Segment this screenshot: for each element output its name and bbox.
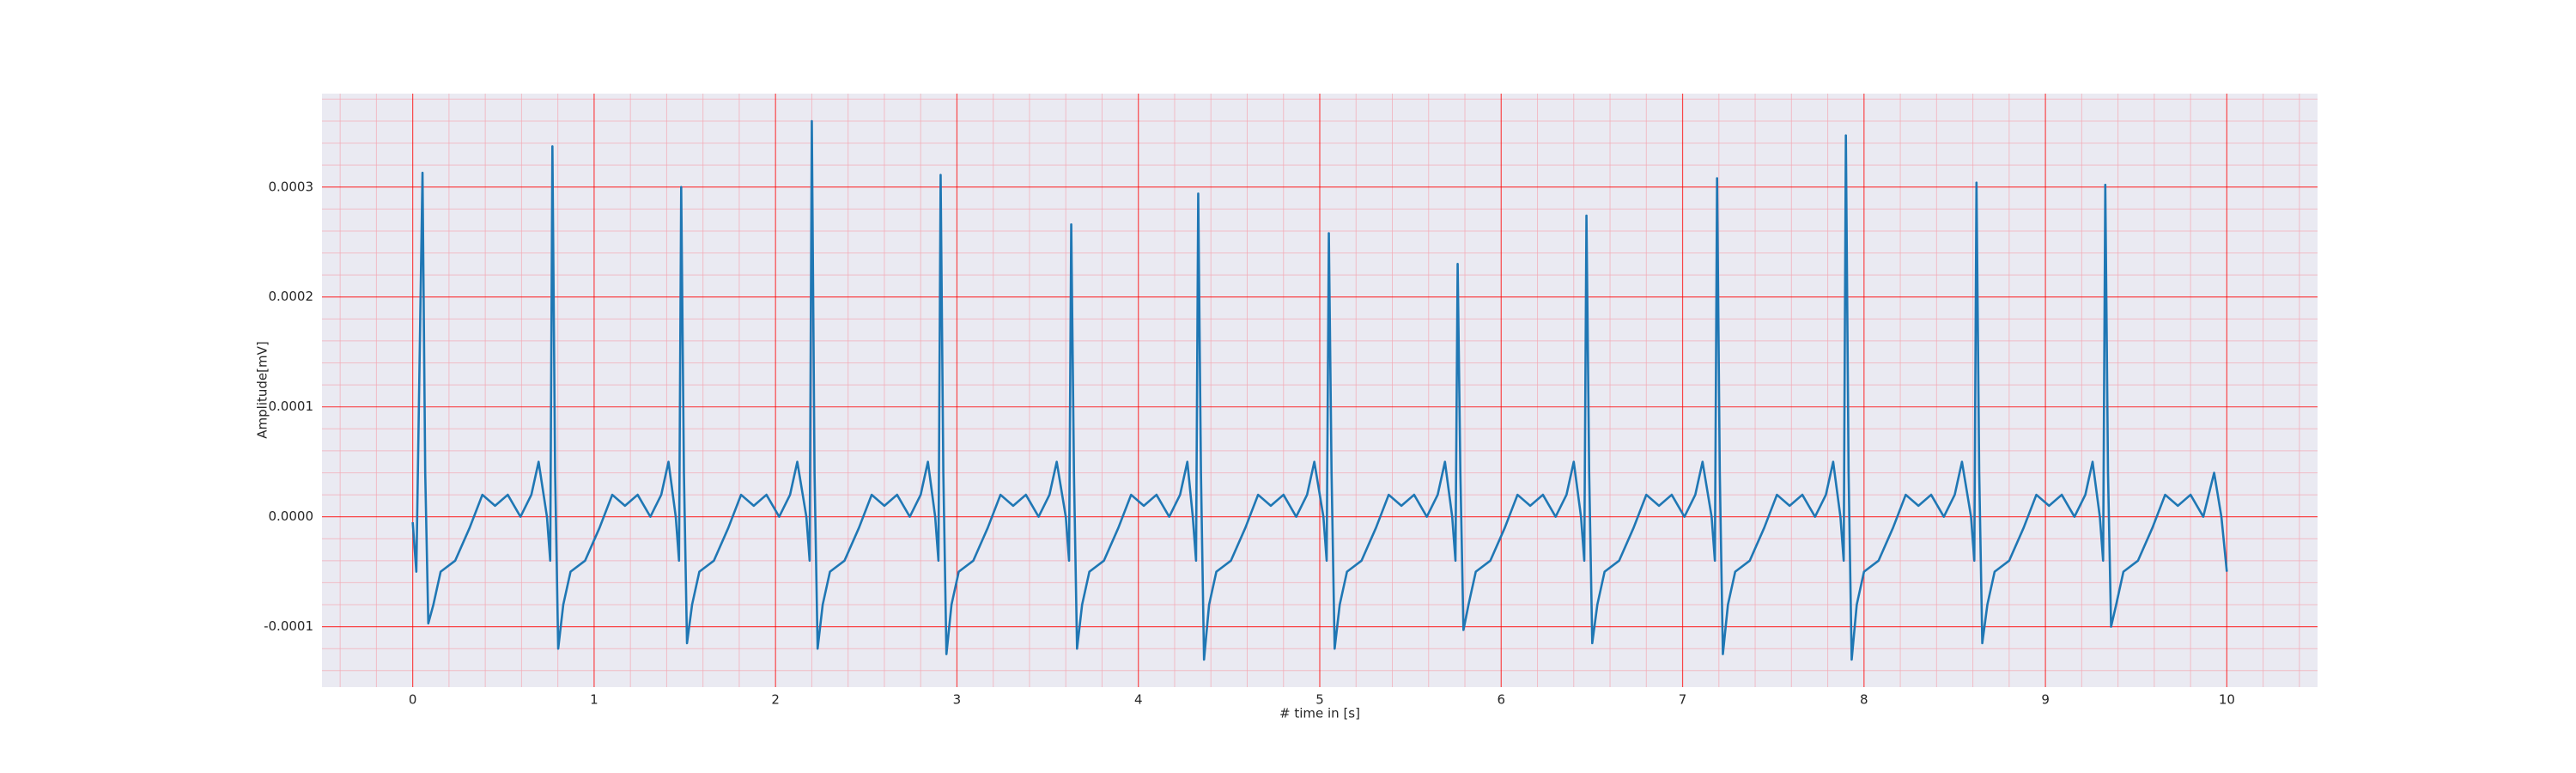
x-tick-label: 9 — [2041, 692, 2050, 708]
ecg-line — [411, 119, 2228, 661]
x-tick-label: 10 — [2219, 692, 2235, 708]
y-axis-label: Amplitude[mV] — [255, 341, 270, 438]
x-tick-label: 8 — [1860, 692, 1868, 708]
y-tick-label: 0.0001 — [269, 399, 314, 414]
x-tick-label: 4 — [1134, 692, 1143, 708]
x-tick-label: 0 — [409, 692, 417, 708]
x-tick-label: 7 — [1679, 692, 1687, 708]
x-tick-label: 3 — [953, 692, 962, 708]
x-axis-label: # time in [s] — [1279, 706, 1360, 721]
x-tick-label: 1 — [590, 692, 598, 708]
y-tick-label: -0.0001 — [264, 618, 313, 634]
x-tick-label: 6 — [1497, 692, 1505, 708]
x-tick-label: 2 — [771, 692, 780, 708]
y-tick-label: 0.0002 — [269, 289, 314, 304]
x-tick-label: 5 — [1315, 692, 1324, 708]
y-tick-label: 0.0000 — [269, 508, 314, 524]
y-tick-label: 0.0003 — [269, 179, 314, 194]
